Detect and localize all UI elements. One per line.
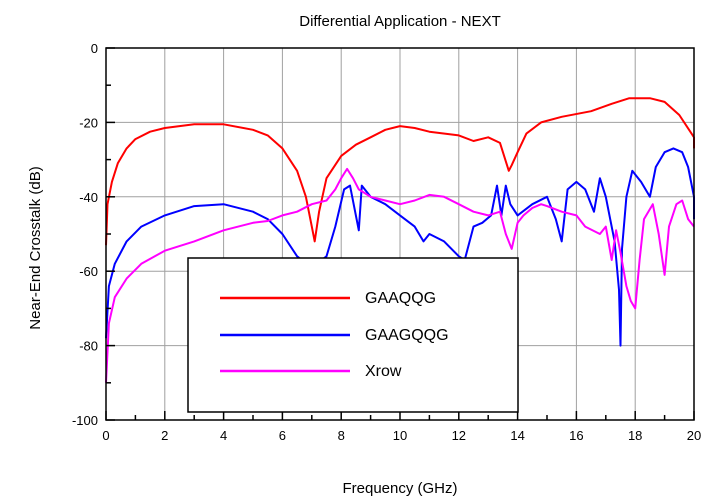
plot-frame <box>105 47 695 421</box>
x-tick-label: 4 <box>220 428 227 443</box>
x-tick-label: 8 <box>338 428 345 443</box>
x-tick-label: 20 <box>687 428 701 443</box>
series-line-xrow <box>105 167 695 383</box>
y-tick-label: -40 <box>79 190 98 205</box>
legend-label-gaaqqg: GAAQQG <box>365 290 436 307</box>
x-tick-label: 10 <box>393 428 407 443</box>
y-tick-label: 0 <box>91 41 98 56</box>
y-tick-label: -60 <box>79 264 98 279</box>
legend-label-xrow: Xrow <box>365 363 402 380</box>
x-tick-label: 18 <box>628 428 642 443</box>
legend: GAAQQG GAAGQQG Xrow <box>187 257 519 413</box>
y-tick-label: -20 <box>79 115 98 130</box>
series-line-gaaqqg <box>105 97 695 246</box>
x-tick-label: 2 <box>161 428 168 443</box>
y-tick-label: -100 <box>72 413 98 428</box>
x-tick-label: 16 <box>569 428 583 443</box>
y-axis-label: Near-End Crosstalk (dB) <box>27 166 44 329</box>
x-tick-label: 12 <box>452 428 466 443</box>
legend-label-gaagqqg: GAAGQQG <box>365 327 449 344</box>
x-axis-label: Frequency (GHz) <box>342 480 457 497</box>
y-tick-label: -80 <box>79 339 98 354</box>
chart-title: Differential Application - NEXT <box>299 13 500 30</box>
x-tick-label: 0 <box>102 428 109 443</box>
x-tick-label: 6 <box>279 428 286 443</box>
x-tick-label: 14 <box>510 428 524 443</box>
series-group <box>105 97 695 383</box>
